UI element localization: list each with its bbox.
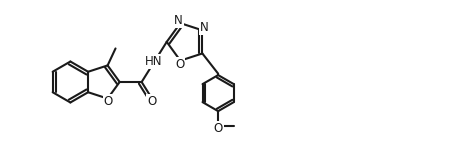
Text: O: O xyxy=(103,95,113,108)
Text: N: N xyxy=(200,21,209,34)
Text: O: O xyxy=(175,58,185,71)
Text: O: O xyxy=(147,95,157,108)
Text: HN: HN xyxy=(145,55,162,68)
Text: N: N xyxy=(174,14,183,27)
Text: O: O xyxy=(213,122,223,135)
